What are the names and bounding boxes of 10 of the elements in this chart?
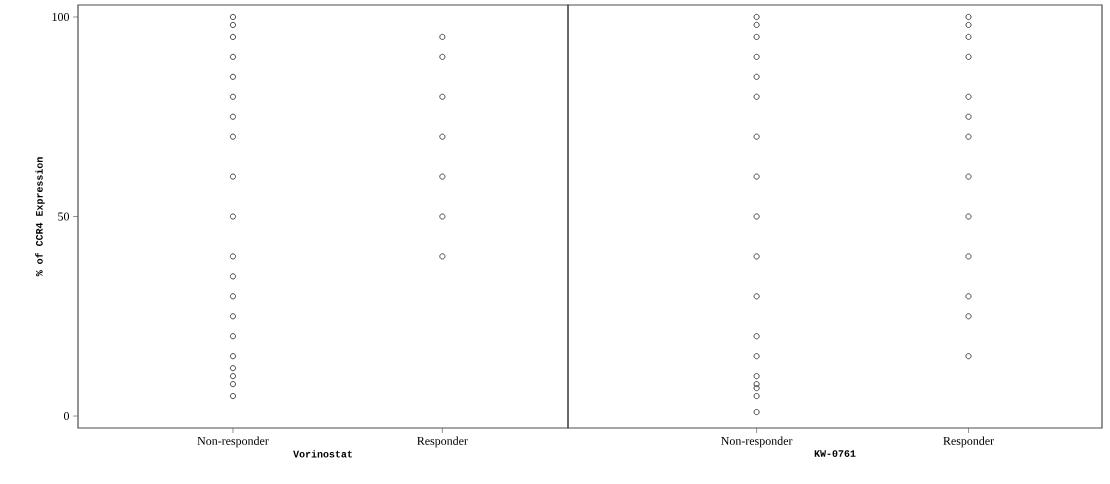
x-tick-label: Non-responder bbox=[721, 436, 793, 448]
x-tick-label: Non-responder bbox=[197, 436, 269, 448]
y-tick-label: 50 bbox=[58, 212, 70, 221]
y-tick-label: 100 bbox=[52, 12, 70, 21]
x-axis-title: KW-0761 bbox=[814, 450, 856, 457]
x-tick-label: Responder bbox=[417, 436, 468, 448]
y-tick-label: 0 bbox=[63, 412, 70, 421]
y-axis-title: % of CCR4 Expression bbox=[35, 157, 45, 277]
x-tick-label: Responder bbox=[943, 436, 994, 448]
x-axis-title: Vorinostat bbox=[293, 450, 352, 458]
